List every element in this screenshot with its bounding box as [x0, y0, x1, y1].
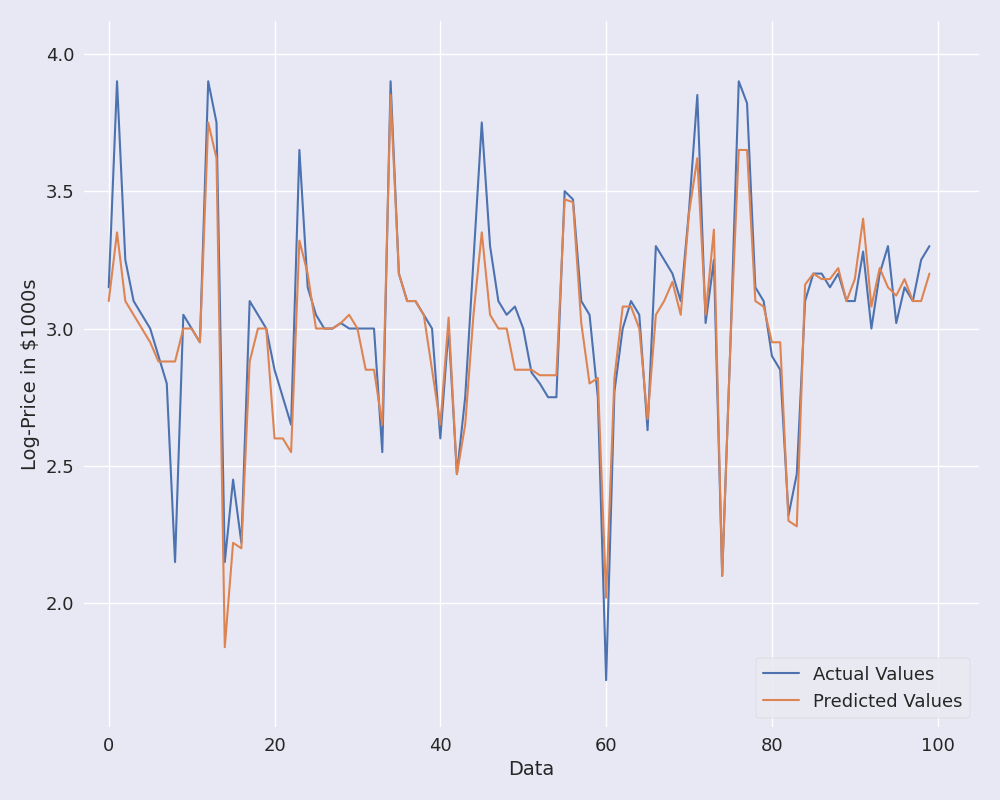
- Predicted Values: [385, 90, 397, 100]
- Actual Values: [874, 269, 886, 278]
- Predicted Values: [103, 296, 115, 306]
- Y-axis label: Log-Price in $1000s: Log-Price in $1000s: [21, 278, 40, 470]
- Legend: Actual Values, Predicted Values: Actual Values, Predicted Values: [756, 658, 970, 718]
- Predicted Values: [302, 269, 314, 278]
- Predicted Values: [923, 269, 935, 278]
- Predicted Values: [899, 274, 911, 284]
- Predicted Values: [542, 370, 554, 380]
- Actual Values: [600, 675, 612, 685]
- Predicted Values: [269, 434, 281, 443]
- Actual Values: [103, 282, 115, 292]
- X-axis label: Data: Data: [508, 760, 555, 779]
- Actual Values: [269, 365, 281, 374]
- Actual Values: [302, 282, 314, 292]
- Actual Values: [923, 242, 935, 251]
- Actual Values: [534, 378, 546, 388]
- Predicted Values: [608, 373, 620, 382]
- Actual Values: [899, 282, 911, 292]
- Predicted Values: [874, 263, 886, 273]
- Line: Predicted Values: Predicted Values: [109, 95, 929, 647]
- Actual Values: [608, 387, 620, 397]
- Predicted Values: [219, 642, 231, 652]
- Actual Values: [111, 77, 123, 86]
- Line: Actual Values: Actual Values: [109, 82, 929, 680]
